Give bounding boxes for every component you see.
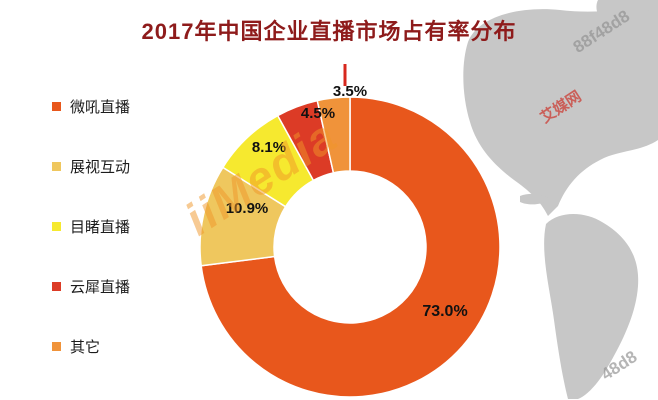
chart-title: 2017年中国企业直播市场占有率分布 (141, 19, 517, 44)
slice-percentage-label: 10.9% (226, 200, 269, 217)
donut-slice-5 (316, 96, 351, 174)
legend-label: 其它 (70, 338, 101, 356)
slice-percentage-label: 8.1% (252, 139, 286, 156)
legend-label: 云犀直播 (70, 278, 131, 296)
americas-silhouette (463, 0, 658, 399)
legend-label: 目睹直播 (70, 218, 131, 236)
chart-legend: 微吼直播展视互动目睹直播云犀直播其它 (52, 96, 130, 396)
legend-item-4: 云犀直播 (52, 276, 130, 296)
legend-item-1: 微吼直播 (52, 96, 130, 116)
legend-item-3: 目睹直播 (52, 216, 130, 236)
donut-slice-1 (200, 96, 501, 398)
slice-percentage-label: 73.0% (422, 303, 467, 320)
slice-percentage-label: 3.5% (333, 83, 367, 100)
legend-item-5: 其它 (52, 336, 130, 356)
slice-percentage-label: 4.5% (301, 105, 335, 122)
legend-label: 展视互动 (70, 158, 131, 176)
legend-item-2: 展视互动 (52, 156, 130, 176)
legend-swatch-icon (52, 341, 61, 351)
legend-label: 微吼直播 (70, 98, 131, 116)
legend-swatch-icon (52, 161, 61, 171)
legend-swatch-icon (52, 281, 61, 291)
legend-swatch-icon (52, 221, 61, 231)
legend-swatch-icon (52, 101, 61, 111)
